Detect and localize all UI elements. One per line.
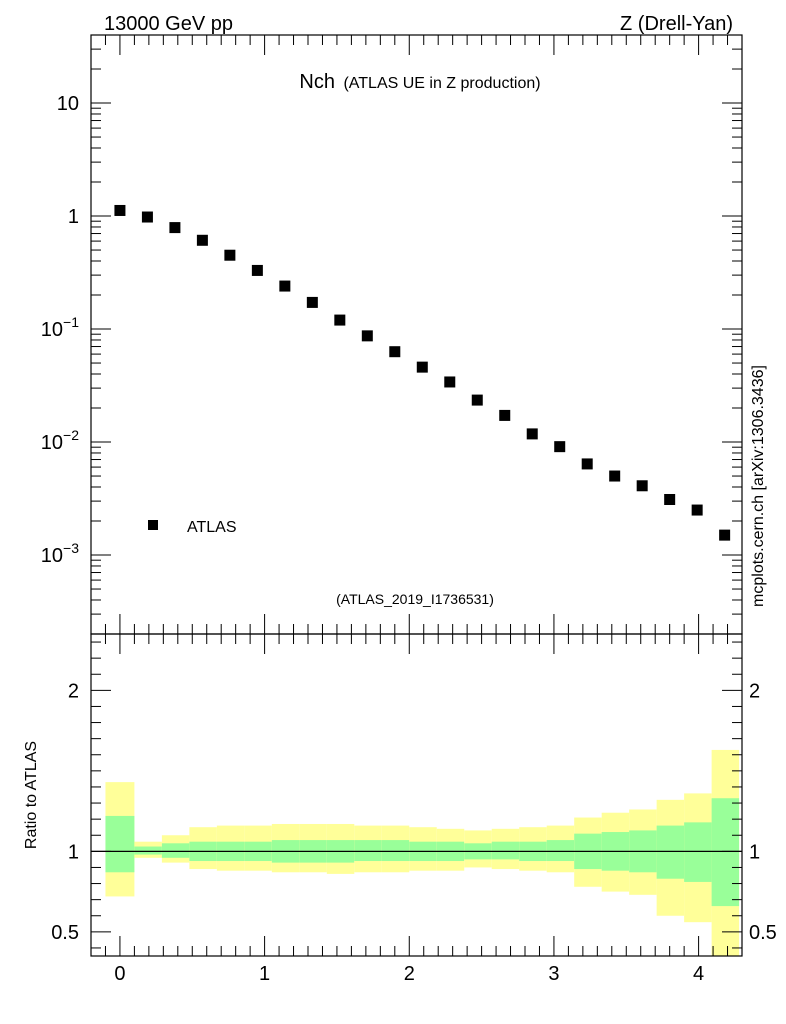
ratio-band-inner — [105, 815, 135, 873]
ratio-band-inner — [354, 840, 382, 862]
header-left: 13000 GeV pp — [104, 13, 233, 35]
ratio-band-inner — [656, 825, 685, 879]
data-point — [554, 441, 566, 453]
data-point — [719, 529, 731, 541]
main-title: Nch (ATLAS UE in Z production) — [299, 71, 540, 93]
ratio-y-tick-label: 2 — [68, 680, 79, 702]
main-title-nch: Nch — [299, 71, 335, 93]
data-point — [416, 361, 428, 373]
x-tick-label: 2 — [404, 963, 415, 985]
data-point — [636, 480, 648, 492]
main-frame — [90, 34, 743, 635]
data-point — [251, 264, 263, 276]
ratio-bands — [105, 749, 740, 956]
data-point — [526, 428, 538, 440]
ratio-y-tick-label: 0.5 — [51, 922, 79, 944]
x-tick-label: 1 — [259, 963, 270, 985]
x-tick-label: 3 — [548, 963, 559, 985]
x-tick-label: 0 — [114, 963, 125, 985]
ratio-band-inner — [546, 840, 575, 862]
legend-marker — [148, 520, 158, 530]
data-point — [334, 314, 346, 326]
ratio-y-tick-label-right: 2 — [749, 680, 760, 702]
data-point — [581, 458, 593, 470]
ratio-panel: 0.5 0.5 1 1 2 2 0 1 2 3 4 Ratio to ATLAS — [23, 633, 777, 985]
data-point — [471, 394, 483, 406]
ratio-y-tick-label-right: 1 — [749, 841, 760, 863]
ratio-band-inner — [491, 841, 520, 860]
y-tick-label: 10−1 — [41, 314, 79, 341]
ratio-ylabel: Ratio to ATLAS — [23, 741, 40, 849]
x-tick-label: 4 — [693, 963, 704, 985]
data-point — [306, 296, 318, 308]
y-tick-label: 10−2 — [41, 427, 79, 454]
ratio-frame — [90, 633, 743, 957]
data-point — [444, 376, 456, 388]
main-panel: 10 1 10−1 10−2 10−3 Nch (ATLAS UE in Z produ… — [41, 34, 743, 635]
ratio-band-inner — [161, 843, 190, 858]
y-tick-label: 10 — [57, 93, 79, 115]
data-point — [169, 222, 181, 234]
ratio-band-inner — [711, 798, 740, 907]
data-point — [196, 234, 208, 246]
data-point — [499, 409, 511, 421]
data-point — [609, 470, 621, 482]
analysis-label: (ATLAS_2019_I1736531) — [336, 591, 494, 607]
ratio-band-inner — [134, 846, 162, 855]
header-right: Z (Drell-Yan) — [620, 13, 733, 35]
legend-label: ATLAS — [187, 519, 237, 536]
ratio-y-tick-label-right: 0.5 — [749, 922, 777, 944]
data-point — [389, 346, 401, 358]
data-point — [114, 204, 126, 216]
data-point — [664, 493, 676, 505]
main-data-points — [114, 204, 731, 541]
data-point — [141, 211, 153, 223]
legend: ATLAS — [148, 519, 237, 536]
ratio-y-tick-label: 1 — [68, 841, 79, 863]
ratio-band-inner — [381, 840, 410, 862]
ratio-band-inner — [684, 822, 712, 882]
data-point — [279, 280, 291, 292]
data-point — [361, 330, 373, 342]
main-axes: 10 1 10−1 10−2 10−3 — [41, 34, 743, 635]
y-tick-label: 10−3 — [41, 540, 79, 567]
side-note: mcplots.cern.ch [arXiv:1306.3436] — [750, 365, 767, 607]
main-title-sub: (ATLAS UE in Z production) — [343, 75, 540, 92]
data-point — [224, 249, 236, 261]
y-tick-label: 1 — [68, 206, 79, 228]
data-point — [691, 504, 703, 516]
